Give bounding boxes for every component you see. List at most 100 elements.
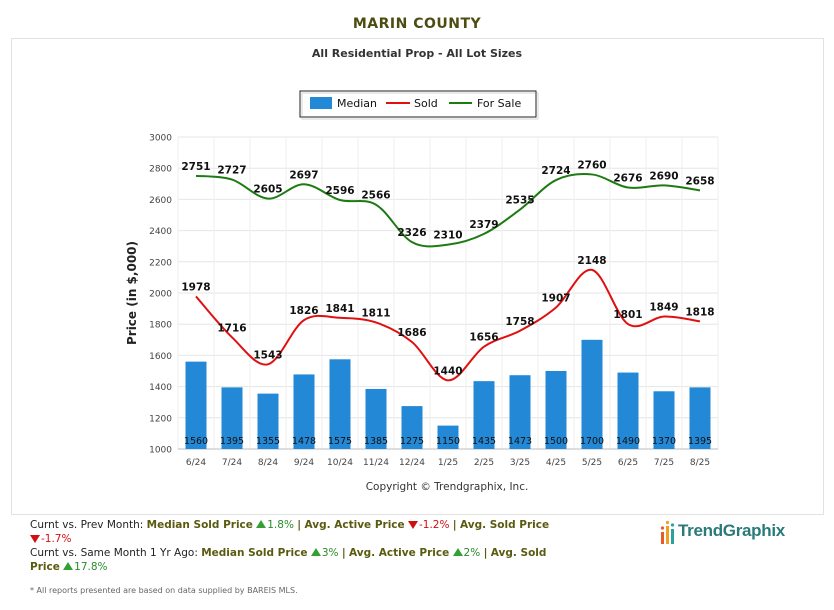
down-triangle-icon [30,535,40,543]
legend-label-for-sale: For Sale [477,97,521,110]
data-label-for-sale: 2697 [289,169,318,181]
data-label-sold: 1801 [613,309,642,321]
data-label-for-sale: 2310 [433,230,462,242]
x-tick-label: 8/24 [258,458,278,468]
x-tick-label: 9/24 [294,458,314,468]
bar-median [653,391,675,449]
data-label-for-sale: 2724 [541,165,570,177]
bar-median [509,375,531,449]
price-chart: All Residential Prop - All Lot Sizes Medi… [125,47,719,493]
x-tick-label: 7/24 [222,458,242,468]
data-label-for-sale: 2760 [577,159,606,171]
bar-data-label: 1395 [688,436,712,447]
chart-panel: All Residential Prop - All Lot Sizes Medi… [11,38,824,515]
bar-data-label: 1575 [328,436,352,447]
y-tick-label: 1000 [149,446,172,456]
data-label-sold: 1907 [541,293,570,305]
data-label-sold: 1543 [253,349,282,361]
x-tick-label: 6/25 [618,458,638,468]
bar-data-label: 1560 [184,436,208,447]
bar-data-label: 1700 [580,436,604,447]
trendgraphix-logo: TrendGraphix [660,518,820,546]
data-label-for-sale: 2379 [469,219,498,231]
data-label-for-sale: 2690 [649,170,678,182]
data-label-for-sale: 2535 [505,195,534,207]
bar-data-label: 1370 [652,436,676,447]
x-tick-label: 3/25 [510,458,530,468]
legend-box [299,90,537,118]
metric-value: 1.8% [267,519,294,531]
metric-value: 2% [463,547,481,559]
metric-label-avg-active: Avg. Active Price [349,547,450,559]
bar-median [365,388,387,449]
separator: | [297,519,302,531]
x-tick-label: 5/25 [582,458,602,468]
metric-value: -1.7% [41,533,72,545]
summary-prefix: Curnt vs. Prev Month: [30,519,144,531]
summary-line-year-ago: Curnt vs. Same Month 1 Yr Ago: Median So… [30,546,560,574]
y-tick-label: 1200 [149,414,172,424]
summary-line-prev-month: Curnt vs. Prev Month: Median Sold Price … [30,518,560,546]
metric-label-avg-active: Avg. Active Price [304,519,405,531]
bar-data-label: 1395 [220,436,244,447]
bar-median [545,371,567,449]
y-tick-label: 2400 [149,227,172,237]
metric-label-avg-sold: Avg. Sold Price [459,519,550,531]
up-triangle-icon [63,562,74,570]
bar-median [437,425,459,449]
data-label-sold: 1978 [181,281,210,293]
bar-median [401,406,423,449]
page-title: MARIN COUNTY [352,16,482,32]
legend-label-median: Median [337,97,377,110]
bar-median [581,339,603,449]
data-label-sold: 1440 [433,365,462,377]
y-tick-label: 1400 [149,383,172,393]
bar-data-label: 1385 [364,436,388,447]
bar-median [329,359,351,449]
bar-median [293,374,315,449]
separator: | [341,547,346,559]
bar-median [221,387,243,449]
data-label-for-sale: 2566 [361,190,390,202]
bar-data-label: 1473 [508,436,532,447]
bar-data-label: 1500 [544,436,568,447]
data-label-sold: 1818 [685,306,714,318]
legend-swatch-median [310,97,332,109]
y-tick-label: 3000 [149,134,172,144]
metric-value: -1.2% [418,519,450,531]
data-label-for-sale: 2751 [181,161,210,173]
legend-shadow [301,92,539,120]
data-label-sold: 1811 [361,307,390,319]
chart-subtitle: All Residential Prop - All Lot Sizes [312,47,523,60]
up-triangle-icon [310,548,321,556]
x-tick-label: 6/24 [186,458,206,468]
bar-data-label: 1150 [436,436,460,447]
x-tick-label: 4/25 [546,458,566,468]
trendgraphix-bars-icon [660,520,675,544]
bar-median [185,361,207,449]
data-label-for-sale: 2596 [325,185,354,197]
bar-data-label: 1478 [292,436,316,447]
data-label-for-sale: 2676 [613,173,642,185]
chart-copyright: Copyright © Trendgraphix, Inc. [366,481,529,493]
y-tick-label: 2000 [149,290,172,300]
data-label-sold: 2148 [577,255,606,267]
separator: | [483,547,488,559]
data-label-sold: 1826 [289,305,318,317]
footnote: * All reports presented are based on dat… [30,586,298,595]
bar-data-label: 1355 [256,436,280,447]
metric-label-median-sold: Median Sold Price [146,519,253,531]
y-tick-label: 1800 [149,321,172,331]
bar-median [257,393,279,449]
x-tick-label: 11/24 [363,458,389,468]
bar-median [617,372,639,449]
line-for-sale [195,172,701,248]
data-label-sold: 1849 [649,302,678,314]
metric-value: 17.8% [74,561,108,573]
data-label-sold: 1656 [469,332,498,344]
metric-label-avg-sold: Avg. Sold Price [30,547,547,573]
data-label-sold: 1716 [217,322,246,334]
up-triangle-icon [256,520,267,528]
y-tick-label: 2200 [149,258,172,268]
down-triangle-icon [407,521,418,529]
